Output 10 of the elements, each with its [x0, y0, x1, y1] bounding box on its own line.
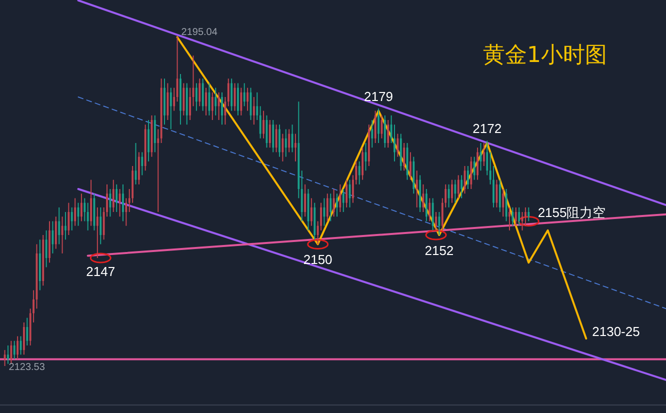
annotation: 2147	[86, 264, 116, 280]
annotation: 2150	[303, 252, 332, 268]
annotation: 2179	[364, 88, 393, 104]
annotation: 2195.04	[181, 27, 218, 38]
annotation: 2155阻力空	[538, 205, 606, 220]
annotation: 2130-25	[592, 324, 640, 339]
annotation: 2123.53	[8, 362, 46, 373]
chart-title: 黄金1小时图	[483, 43, 607, 68]
annotation: 2152	[424, 243, 454, 258]
annotation: 2172	[472, 121, 502, 136]
